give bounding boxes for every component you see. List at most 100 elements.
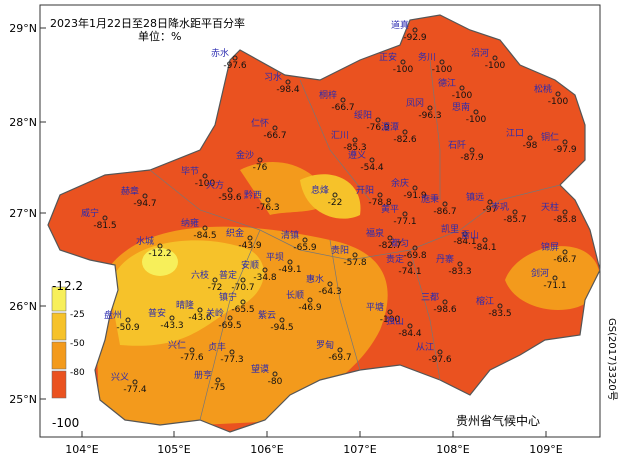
station-name: 罗甸: [316, 339, 334, 351]
station-name: 习水: [264, 71, 282, 83]
station-value: -76: [253, 163, 268, 173]
station-value: -54.4: [360, 163, 384, 173]
station-name: 汇川: [331, 130, 349, 141]
station-dot: [562, 139, 568, 145]
station-name: 思南: [452, 101, 470, 113]
title: 2023年1月22日至28日降水距平百分率: [50, 16, 245, 30]
station-value: -71.1: [543, 281, 566, 291]
station-name: 桐梓: [319, 89, 337, 101]
station-dot: [412, 27, 418, 33]
station-dot: [265, 197, 271, 203]
station-dot: [169, 315, 175, 321]
station-dot: [527, 135, 533, 141]
station-dot: [462, 231, 468, 237]
station-dot: [125, 317, 131, 323]
station-name: 息烽: [311, 184, 329, 196]
station-name: 惠水: [306, 273, 324, 285]
station-dot: [482, 237, 488, 243]
station-dot: [352, 252, 358, 258]
station-value: -69.7: [328, 353, 351, 363]
station-value: -72: [208, 283, 223, 293]
station-value: -81.5: [93, 221, 116, 231]
station-value: -65.5: [231, 305, 254, 315]
lon-label: 107°E: [343, 443, 376, 456]
station-name: 江口: [506, 128, 524, 139]
station-value: -77.6: [180, 353, 204, 363]
station-dot: [562, 209, 568, 215]
station-value: -84.1: [453, 237, 476, 247]
station-name: 贞丰: [208, 341, 226, 353]
station-name: 晴隆: [176, 299, 194, 311]
station-name: 剑河: [531, 267, 549, 279]
station-dot: [240, 299, 246, 305]
station-dot: [407, 323, 413, 329]
station-dot: [442, 299, 448, 305]
station-value: -100: [432, 65, 453, 75]
station-dot: [247, 235, 253, 241]
lon-label: 106°E: [250, 443, 283, 456]
station-name: 长顺: [286, 289, 304, 301]
station-name: 水城: [136, 235, 154, 247]
station-dot: [400, 59, 406, 65]
station-dot: [337, 347, 343, 353]
station-value: -76.9: [366, 123, 390, 133]
station-dot: [272, 371, 278, 377]
legend-swatch: [51, 312, 67, 341]
station-dot: [229, 349, 235, 355]
station-name: 凤冈: [406, 98, 424, 109]
station-dot: [327, 281, 333, 287]
station-name: 盘州: [104, 309, 122, 321]
station-name: 册亨: [194, 369, 212, 381]
station-value: -69.8: [403, 251, 427, 261]
lon-label: 105°E: [157, 443, 190, 456]
station-value: -98.4: [276, 85, 300, 95]
station-name: 从江: [416, 342, 434, 353]
station-value: -98.6: [433, 305, 457, 315]
station-name: 兴仁: [168, 339, 186, 351]
lat-label: 29°N: [9, 22, 37, 35]
legend-label: -100: [52, 416, 79, 430]
station-value: -84.1: [473, 243, 496, 253]
station-name: 普安: [148, 307, 166, 319]
station-name: 锦屏: [541, 241, 559, 253]
station-value: -91.9: [403, 191, 427, 201]
station-name: 独山: [386, 315, 404, 327]
station-dot: [552, 275, 558, 281]
station-value: -100: [393, 65, 414, 75]
station-value: -82.7: [378, 241, 401, 251]
station-value: -46.9: [298, 303, 322, 313]
station-name: 道真: [391, 19, 409, 31]
station-value: -83.3: [448, 267, 471, 277]
station-name: 紫云: [258, 310, 276, 321]
station-dot: [402, 211, 408, 217]
station-value: -78.8: [368, 198, 392, 208]
station-value: -100: [485, 61, 506, 71]
station-value: -69.5: [218, 321, 241, 331]
station-name: 仁怀: [251, 117, 269, 129]
station-value: -86.7: [433, 207, 456, 217]
station-name: 赤水: [211, 47, 229, 59]
station-name: 余庆: [391, 177, 409, 189]
station-dot: [102, 215, 108, 221]
legend-label: -12.2: [52, 279, 83, 293]
station-name: 大方: [206, 179, 224, 191]
station-dot: [262, 267, 268, 273]
station-dot: [287, 259, 293, 265]
station-value: -87.9: [460, 153, 484, 163]
station-value: -100: [466, 115, 487, 125]
station-name: 镇宁: [219, 291, 237, 303]
station-name: 清镇: [281, 229, 299, 241]
station-dot: [142, 193, 148, 199]
station-dot: [457, 261, 463, 267]
station-name: 望谟: [251, 363, 269, 375]
approval: GS(2017)3320号: [606, 318, 618, 401]
station-dot: [412, 185, 418, 191]
station-name: 榕江: [476, 295, 494, 307]
unit: 单位：%: [138, 29, 181, 43]
station-name: 凯里: [441, 223, 459, 235]
station-dot: [215, 377, 221, 383]
station-value: -100: [195, 179, 216, 189]
station-value: -85.7: [503, 215, 526, 225]
station-name: 岑巩: [491, 201, 509, 213]
